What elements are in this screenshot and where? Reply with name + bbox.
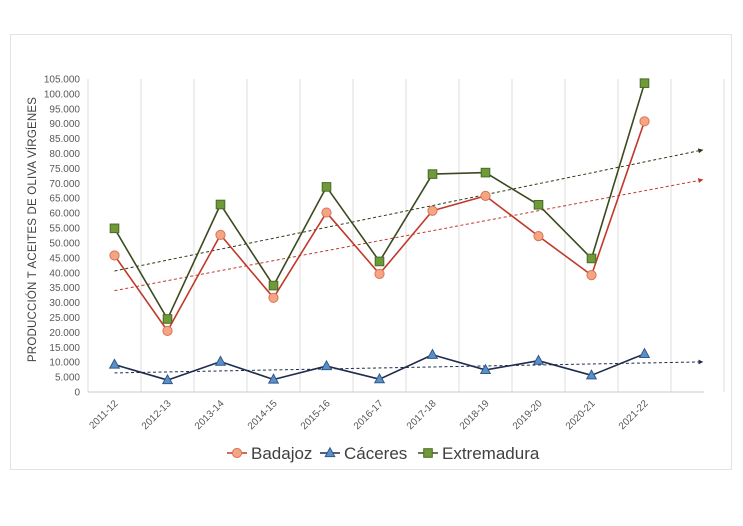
y-tick-label: 60.000	[49, 209, 80, 220]
x-tick-label: 2011-12	[87, 398, 121, 432]
data-point-badajoz	[480, 190, 491, 201]
y-tick-label: 75.000	[49, 164, 80, 175]
legend-marker-cáceres	[324, 446, 336, 458]
data-point-extremadura	[321, 182, 332, 192]
data-point-cáceres	[320, 359, 333, 371]
data-point-cáceres	[373, 372, 386, 384]
data-point-badajoz	[109, 250, 120, 261]
data-point-cáceres	[267, 373, 280, 384]
y-tick-label: 105.000	[44, 75, 81, 86]
data-point-extremadura	[109, 223, 120, 234]
data-point-cáceres	[214, 355, 227, 366]
data-point-cáceres	[532, 354, 545, 365]
y-tick-label: 95.000	[49, 104, 80, 115]
y-axis-ticks: 0 5.000 10.000 15.000 20.000 25.000 30.000 35.0…	[44, 75, 81, 399]
data-point-extremadura	[268, 280, 279, 291]
x-tick-label: 2021-22	[617, 398, 651, 432]
y-tick-label: 20.000	[49, 328, 80, 339]
y-tick-label: 10.000	[49, 358, 80, 369]
data-point-extremadura	[480, 167, 491, 178]
y-tick-label: 50.000	[49, 238, 80, 249]
data-point-cáceres	[108, 358, 121, 369]
x-axis-ticks: 2011-12 2012-13 2013-14 2014-15 2015-16 2016-…	[87, 398, 651, 432]
data-point-badajoz	[427, 205, 438, 216]
y-tick-label: 55.000	[49, 224, 80, 235]
y-tick-label: 65.000	[49, 194, 80, 205]
y-tick-label: 35.000	[49, 283, 80, 294]
y-tick-label: 30.000	[49, 298, 80, 309]
data-point-cáceres	[638, 347, 651, 358]
data-point-cáceres	[479, 363, 492, 375]
y-tick-label: 100.000	[44, 89, 81, 100]
series-markers	[108, 78, 651, 385]
data-point-cáceres	[585, 369, 598, 380]
x-tick-label: 2020-21	[564, 398, 598, 432]
legend-label-badajoz: Badajoz	[251, 444, 312, 463]
data-point-extremadura	[533, 199, 544, 210]
trendline-cáceres	[114, 359, 704, 374]
x-tick-label: 2013-14	[193, 398, 227, 432]
y-axis-label: PRODUCCIÓN T ACEITES DE OLIVA VÍRGENES	[26, 97, 39, 362]
data-point-extremadura	[639, 78, 650, 88]
data-point-badajoz	[268, 292, 279, 303]
y-tick-label: 0	[74, 388, 80, 399]
legend-marker-badajoz	[231, 447, 243, 459]
legend-label-extremadura: Extremadura	[442, 444, 540, 463]
x-tick-label: 2019-20	[511, 398, 545, 432]
y-tick-label: 45.000	[49, 253, 80, 264]
data-point-badajoz	[533, 230, 544, 242]
data-point-badajoz	[321, 207, 332, 218]
y-tick-label: 80.000	[49, 149, 80, 160]
data-point-badajoz	[586, 270, 597, 281]
y-tick-label: 25.000	[49, 313, 80, 324]
y-tick-label: 90.000	[49, 119, 80, 130]
trendline-badajoz	[114, 178, 704, 292]
x-tick-label: 2016-17	[352, 398, 386, 432]
chart-frame	[10, 34, 732, 470]
y-tick-label: 40.000	[49, 268, 80, 279]
x-tick-label: 2018-19	[458, 398, 492, 432]
data-point-extremadura	[374, 256, 385, 267]
x-tick-label: 2014-15	[246, 398, 280, 432]
data-point-badajoz	[374, 268, 385, 280]
data-point-badajoz	[215, 229, 226, 241]
x-tick-label: 2015-16	[299, 398, 333, 432]
y-tick-label: 5.000	[55, 373, 80, 384]
data-point-cáceres	[161, 373, 174, 385]
x-tick-label: 2012-13	[140, 398, 174, 432]
legend-label-cáceres: Cáceres	[344, 444, 407, 463]
data-point-badajoz	[162, 325, 173, 336]
data-point-extremadura	[215, 199, 226, 210]
data-point-extremadura	[427, 169, 438, 179]
y-tick-label: 15.000	[49, 343, 80, 354]
legend: Badajoz Cáceres Extremadura	[227, 444, 540, 463]
data-point-cáceres	[426, 348, 439, 359]
data-point-badajoz	[639, 116, 650, 127]
legend-marker-extremadura	[423, 448, 433, 458]
gridlines	[87, 79, 725, 392]
y-tick-label: 70.000	[49, 179, 80, 190]
data-point-extremadura	[162, 314, 173, 324]
data-point-extremadura	[586, 253, 597, 264]
x-tick-label: 2017-18	[405, 398, 439, 432]
y-tick-label: 85.000	[49, 134, 80, 145]
